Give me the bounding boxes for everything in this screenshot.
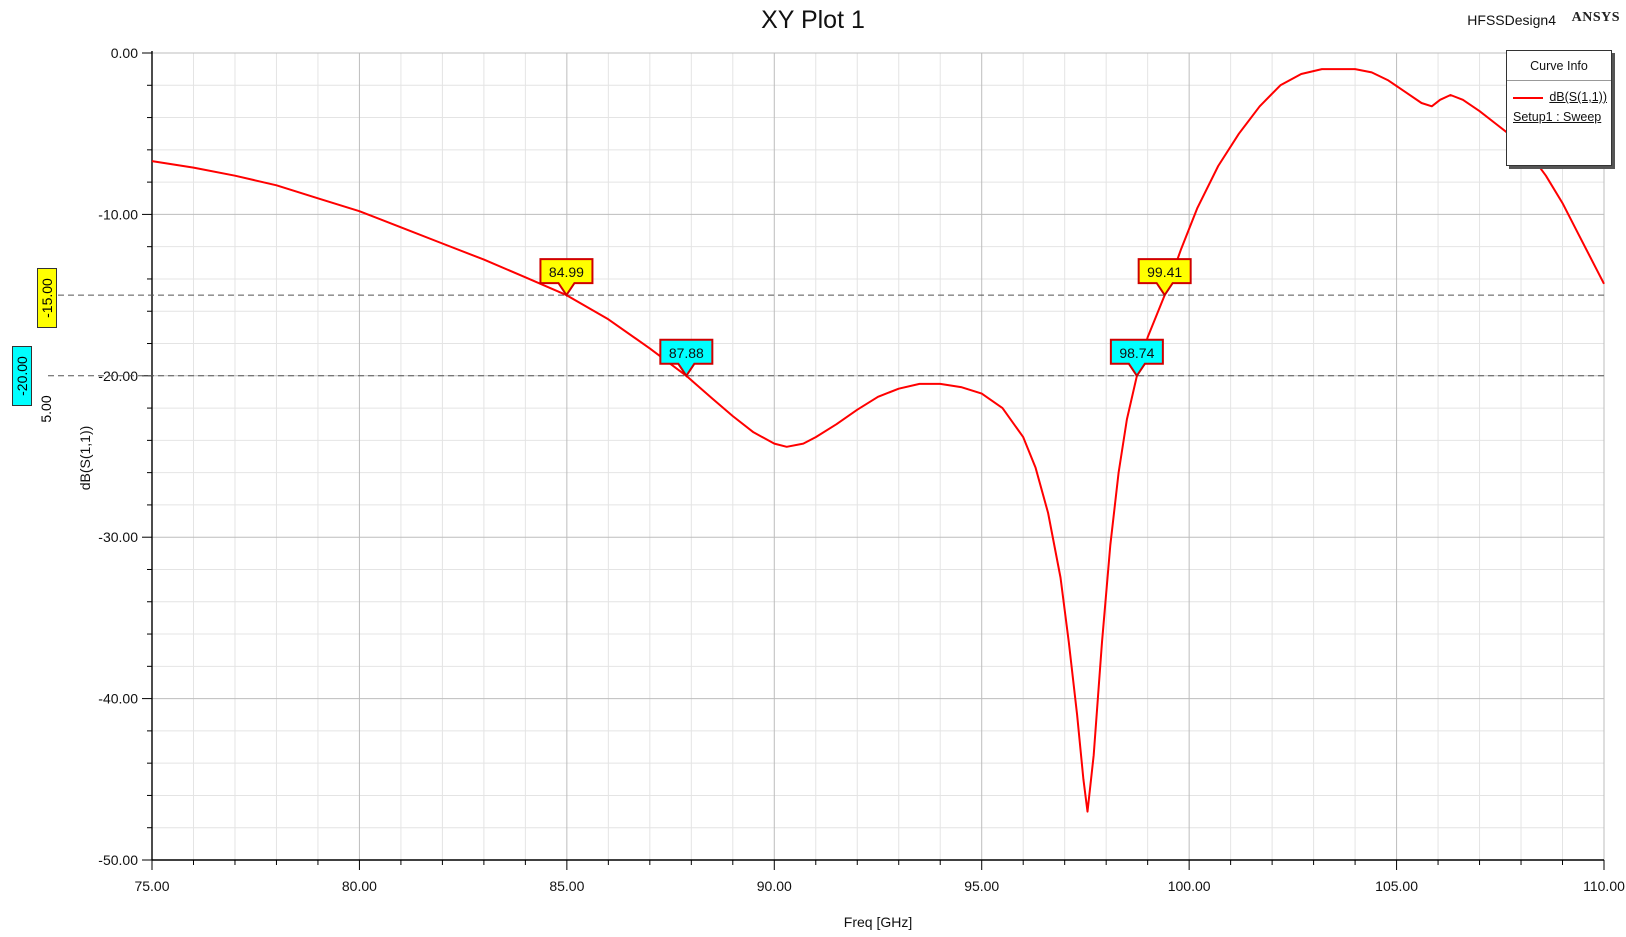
y-tick-label: -10.00 bbox=[98, 206, 138, 222]
curve-info-legend[interactable]: Curve Info dB(S(1,1)) Setup1 : Sweep bbox=[1506, 50, 1612, 166]
x-axis-label: Freq [GHz] bbox=[844, 914, 912, 930]
brand-logo: ANSYS bbox=[1571, 10, 1620, 25]
left-marker-scale: 5.00 bbox=[37, 380, 55, 438]
marker-label: 87.88 bbox=[669, 345, 704, 361]
marker-label: 84.99 bbox=[549, 264, 584, 280]
y-tick-label: -50.00 bbox=[98, 852, 138, 868]
y-tick-label: -40.00 bbox=[98, 691, 138, 707]
x-tick-label: 95.00 bbox=[964, 878, 999, 894]
marker-87-88: 87.88 bbox=[659, 338, 714, 378]
left-marker-yellow[interactable]: -15.00 bbox=[37, 268, 57, 328]
marker-flag bbox=[659, 338, 714, 378]
x-tick-label: 100.00 bbox=[1168, 878, 1211, 894]
x-tick-label: 90.00 bbox=[757, 878, 792, 894]
y-axis-label: dB(S(1,1)) bbox=[77, 426, 93, 491]
marker-99-41: 99.41 bbox=[1137, 258, 1192, 297]
legend-setup[interactable]: Setup1 : Sweep bbox=[1513, 110, 1602, 124]
legend-swatch bbox=[1513, 97, 1543, 99]
left-marker-yellow-label: -15.00 bbox=[39, 278, 55, 318]
x-tick-label: 105.00 bbox=[1375, 878, 1418, 894]
marker-98-74: 98.74 bbox=[1109, 338, 1164, 378]
series-line-s11 bbox=[151, 68, 1605, 813]
marker-flag bbox=[1109, 338, 1164, 378]
marker-84-99: 84.99 bbox=[539, 258, 594, 297]
x-tick-label: 75.00 bbox=[134, 878, 169, 894]
design-name: HFSSDesign4 bbox=[1467, 12, 1556, 28]
left-marker-cyan-label: -20.00 bbox=[14, 356, 30, 396]
marker-flag bbox=[1137, 258, 1192, 297]
chart-title: XY Plot 1 bbox=[761, 6, 865, 34]
y-tick-label: -30.00 bbox=[98, 529, 138, 545]
x-tick-label: 110.00 bbox=[1583, 878, 1625, 894]
marker-label: 98.74 bbox=[1119, 345, 1154, 361]
y-tick-label: 0.00 bbox=[111, 45, 138, 61]
legend-curve-name[interactable]: dB(S(1,1)) bbox=[1549, 90, 1607, 104]
marker-label: 99.41 bbox=[1147, 264, 1182, 280]
x-tick-label: 80.00 bbox=[342, 878, 377, 894]
x-tick-label: 85.00 bbox=[549, 878, 584, 894]
left-marker-scale-label: 5.00 bbox=[38, 395, 54, 423]
legend-title: Curve Info bbox=[1507, 51, 1611, 81]
marker-flag bbox=[539, 258, 594, 297]
legend-entry[interactable]: dB(S(1,1)) bbox=[1507, 88, 1611, 110]
left-marker-cyan[interactable]: -20.00 bbox=[12, 346, 32, 406]
